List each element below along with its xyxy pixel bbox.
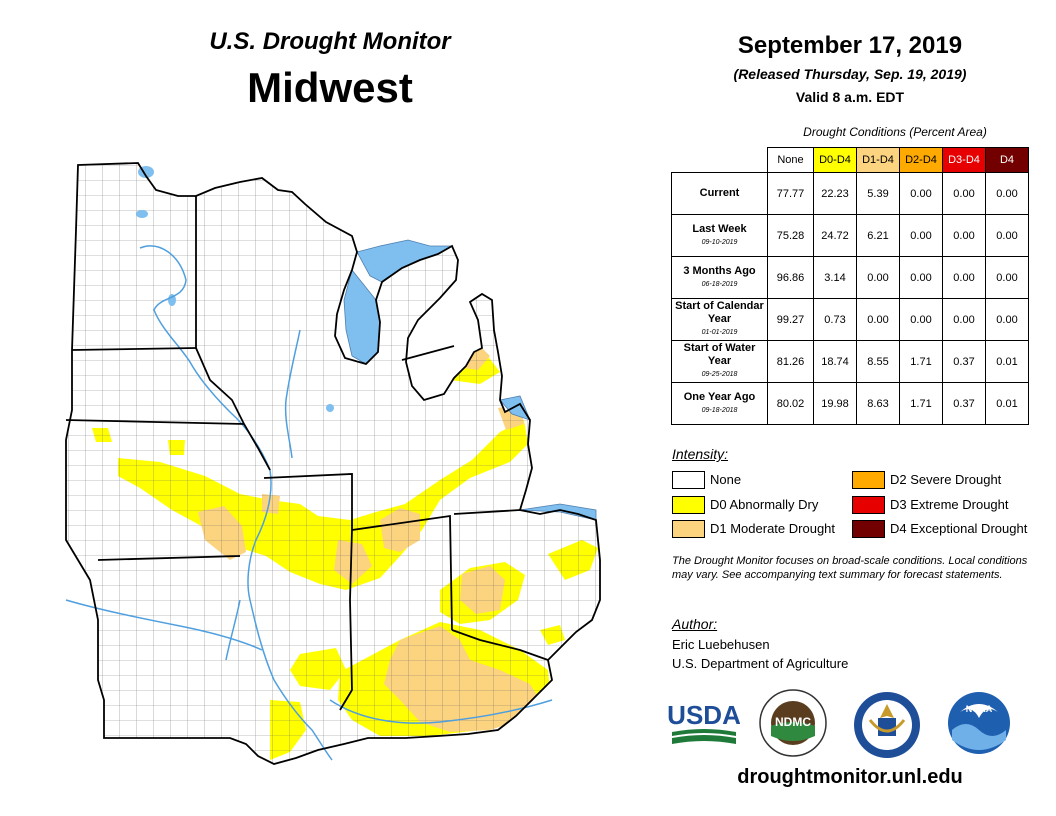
table-cell: 0.00 <box>899 214 943 257</box>
column-header: D0-D4 <box>813 147 857 173</box>
svg-text:NOAA: NOAA <box>966 704 993 714</box>
map-subtitle: U.S. Drought Monitor <box>209 28 451 55</box>
legend-label: None <box>710 472 742 487</box>
table-cell: 0.73 <box>813 298 857 341</box>
table-cell: 0.00 <box>985 298 1029 341</box>
table-cell: 3.14 <box>813 256 857 299</box>
row-date: 09-10-2019 <box>701 238 738 246</box>
map-date: September 17, 2019 <box>737 32 963 59</box>
svg-text:NDMC: NDMC <box>775 715 811 729</box>
legend-swatch <box>672 496 705 514</box>
table-cell: 77.77 <box>767 172 814 215</box>
table-row: Current 77.77 22.23 5.39 0.00 0.00 0.00 <box>671 172 1029 215</box>
legend-title: Intensity: <box>672 446 729 462</box>
conditions-caption: Drought Conditions (Percent Area) <box>803 125 987 139</box>
table-cell: 0.00 <box>942 214 986 257</box>
row-label: Current <box>671 172 768 215</box>
table-cell: 0.00 <box>899 256 943 299</box>
author-name: Eric Luebehusen <box>672 637 770 652</box>
row-label: 3 Months Ago 06-18-2019 <box>671 256 768 299</box>
svg-text:USDA: USDA <box>668 700 740 730</box>
table-cell: 0.00 <box>856 298 900 341</box>
table-row: 3 Months Ago 06-18-2019 96.86 3.14 0.00 0.00 0… <box>671 256 1029 299</box>
row-date: 01-01-2019 <box>701 329 738 336</box>
legend-label: D4 Exceptional Drought <box>890 521 1028 536</box>
row-date: 09-18-2018 <box>701 406 738 414</box>
table-cell: 99.27 <box>767 298 814 341</box>
table-cell: 0.00 <box>942 256 986 299</box>
noaa-logo: NOAA <box>948 692 1010 754</box>
table-cell: 5.39 <box>856 172 900 215</box>
row-date: 09-25-2018 <box>701 371 738 378</box>
table-cell: 0.37 <box>942 382 986 425</box>
column-header: D3-D4 <box>942 147 986 173</box>
table-row: One Year Ago 09-18-2018 80.02 19.98 8.63 1.71… <box>671 382 1029 425</box>
table-cell: 0.00 <box>985 172 1029 215</box>
ndmc-logo: NDMC <box>759 689 827 757</box>
table-cell: 0.00 <box>856 256 900 299</box>
row-label: One Year Ago 09-18-2018 <box>671 382 768 425</box>
row-label: Last Week 09-10-2019 <box>671 214 768 257</box>
table-cell: 18.74 <box>813 340 857 383</box>
doc-seal-logo <box>854 692 920 758</box>
table-cell: 8.55 <box>856 340 900 383</box>
row-label: Start of Calendar Year 01-01-2019 <box>671 298 768 341</box>
table-cell: 75.28 <box>767 214 814 257</box>
column-header: D2-D4 <box>899 147 943 173</box>
drought-conditions-table: None D0-D4 D1-D4 D2-D4 D3-D4 D4 Current 77.77 22… <box>671 147 1029 425</box>
region-title: Midwest <box>247 64 413 111</box>
disclaimer-note: The Drought Monitor focuses on broad-sca… <box>672 555 1028 581</box>
legend-label: D1 Moderate Drought <box>710 521 836 536</box>
table-cell: 80.02 <box>767 382 814 425</box>
table-cell: 0.00 <box>942 298 986 341</box>
table-cell: 1.71 <box>899 382 943 425</box>
table-cell: 6.21 <box>856 214 900 257</box>
table-cell: 1.71 <box>899 340 943 383</box>
website-link[interactable]: droughtmonitor.unl.edu <box>737 766 963 788</box>
author-heading: Author: <box>672 616 718 632</box>
table-cell: 8.63 <box>856 382 900 425</box>
table-row: Start of Water Year 09-25-2018 81.26 18.74 8… <box>671 340 1029 383</box>
table-cell: 0.37 <box>942 340 986 383</box>
column-header: D1-D4 <box>856 147 900 173</box>
table-cell: 0.00 <box>942 172 986 215</box>
author-org: U.S. Department of Agriculture <box>672 656 849 671</box>
legend-label: D3 Extreme Drought <box>890 497 1009 512</box>
table-cell: 19.98 <box>813 382 857 425</box>
table-cell: 81.26 <box>767 340 814 383</box>
legend-swatch <box>852 471 885 489</box>
table-cell: 24.72 <box>813 214 857 257</box>
column-header: None <box>767 147 814 173</box>
legend-swatch <box>852 520 885 538</box>
legend-label: D2 Severe Drought <box>890 472 1002 487</box>
legend-swatch <box>672 520 705 538</box>
table-row: Last Week 09-10-2019 75.28 24.72 6.21 0.00 0.0… <box>671 214 1029 257</box>
legend-label: D0 Abnormally Dry <box>710 497 819 512</box>
table-cell: 22.23 <box>813 172 857 215</box>
row-date: 06-18-2019 <box>701 280 738 288</box>
table-cell: 0.00 <box>899 298 943 341</box>
table-cell: 0.00 <box>985 256 1029 299</box>
row-label: Start of Water Year 09-25-2018 <box>671 340 768 383</box>
table-cell: 96.86 <box>767 256 814 299</box>
table-cell: 0.01 <box>985 340 1029 383</box>
table-cell: 0.00 <box>899 172 943 215</box>
usda-logo: USDA <box>668 700 740 744</box>
release-date: (Released Thursday, Sep. 19, 2019) <box>733 66 967 82</box>
drought-map <box>65 162 601 765</box>
state-boundaries <box>65 162 601 765</box>
valid-time: Valid 8 a.m. EDT <box>795 89 905 105</box>
table-row: Start of Calendar Year 01-01-2019 99.27 0.7… <box>671 298 1029 341</box>
table-cell: 0.01 <box>985 382 1029 425</box>
legend-swatch <box>672 471 705 489</box>
table-cell: 0.00 <box>985 214 1029 257</box>
column-header: D4 <box>985 147 1029 173</box>
legend-swatch <box>852 496 885 514</box>
